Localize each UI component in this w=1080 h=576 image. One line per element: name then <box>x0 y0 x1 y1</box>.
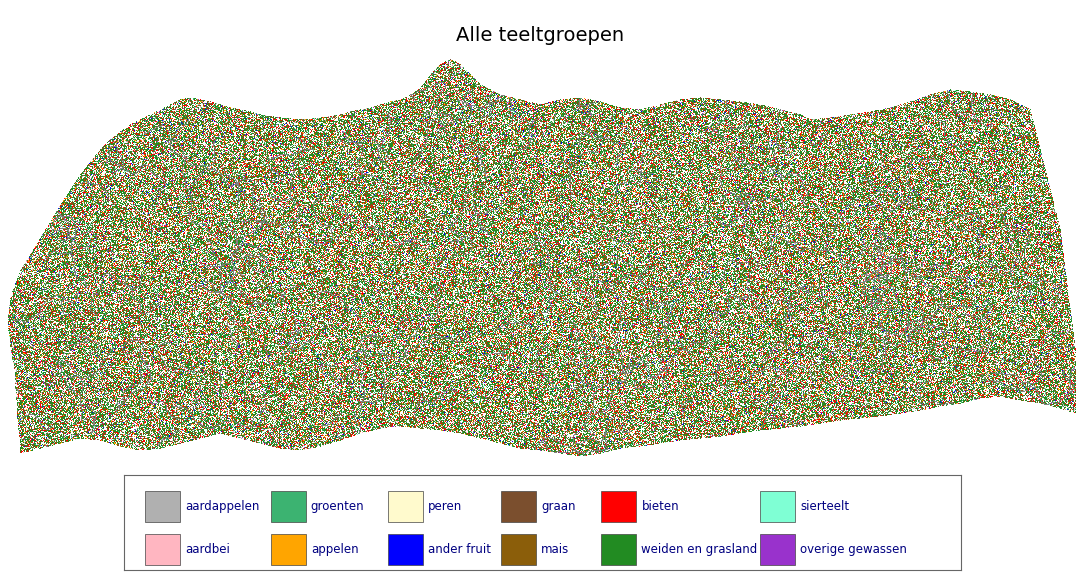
Text: ander fruit: ander fruit <box>428 543 491 556</box>
Bar <box>271 534 306 564</box>
Bar <box>602 491 636 522</box>
Bar <box>271 491 306 522</box>
Text: appelen: appelen <box>311 543 359 556</box>
Bar <box>760 534 796 564</box>
Bar <box>145 534 180 564</box>
Text: bieten: bieten <box>642 500 679 513</box>
Bar <box>145 491 180 522</box>
Text: graan: graan <box>541 500 576 513</box>
Bar <box>760 491 796 522</box>
Text: groenten: groenten <box>311 500 364 513</box>
Text: sierteelt: sierteelt <box>800 500 850 513</box>
Text: peren: peren <box>428 500 462 513</box>
Bar <box>388 491 423 522</box>
Text: aardappelen: aardappelen <box>186 500 259 513</box>
Bar <box>501 534 536 564</box>
Bar <box>388 534 423 564</box>
Text: weiden en grasland: weiden en grasland <box>642 543 758 556</box>
Text: overige gewassen: overige gewassen <box>800 543 907 556</box>
Text: aardbei: aardbei <box>186 543 230 556</box>
Bar <box>501 491 536 522</box>
Text: Alle teeltgroepen: Alle teeltgroepen <box>456 26 624 46</box>
Text: mais: mais <box>541 543 569 556</box>
Bar <box>602 534 636 564</box>
